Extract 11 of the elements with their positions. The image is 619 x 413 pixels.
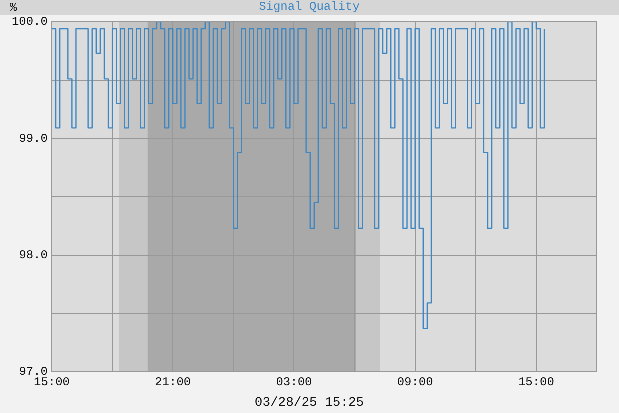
x-tick-label: 15:00 — [34, 375, 70, 390]
chart-title: Signal Quality — [259, 0, 360, 14]
y-axis-title: % — [10, 1, 18, 15]
x-tick-label: 21:00 — [155, 375, 192, 390]
y-tick-label: 99.0 — [19, 132, 48, 146]
y-tick-label: 98.0 — [19, 248, 48, 263]
x-axis-title: 03/28/25 15:25 — [254, 395, 366, 410]
x-tick-label: 09:00 — [397, 375, 434, 390]
x-tick-label: 15:00 — [518, 375, 554, 390]
x-tick-label: 03:00 — [276, 375, 312, 390]
y-tick-label: 100.0 — [12, 15, 48, 30]
